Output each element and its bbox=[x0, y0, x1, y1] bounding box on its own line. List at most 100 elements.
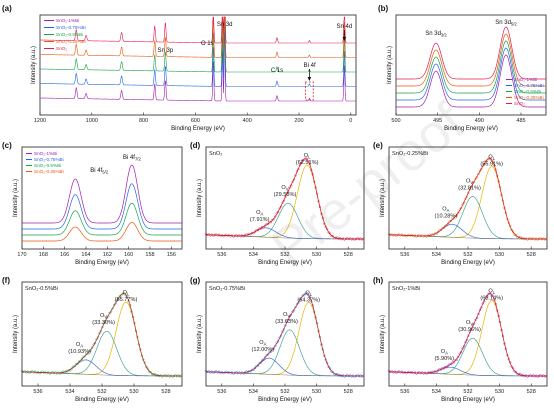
data-point bbox=[264, 356, 267, 359]
data-point bbox=[447, 222, 450, 225]
fit-envelope bbox=[21, 293, 182, 377]
data-point bbox=[467, 191, 470, 194]
data-point bbox=[294, 306, 297, 309]
data-point bbox=[447, 364, 450, 367]
data-point bbox=[301, 294, 304, 297]
series-line bbox=[39, 32, 356, 102]
x-tick-label: 495 bbox=[433, 118, 442, 124]
data-point bbox=[410, 371, 414, 374]
x-tick-label: 170 bbox=[17, 252, 26, 258]
component-percent: (10.28%) bbox=[435, 213, 458, 219]
x-tick-label: 800 bbox=[139, 118, 148, 124]
data-point bbox=[517, 373, 520, 376]
series-line bbox=[39, 17, 356, 87]
o1s-spectrum-chart: (e) 536 534 532 530 528 Binding Energy (eV) Int… bbox=[373, 141, 548, 266]
data-point bbox=[331, 371, 335, 374]
data-point bbox=[349, 237, 352, 240]
x-axis-label: Binding Energy (eV) bbox=[75, 397, 129, 403]
x-tick-label: 1000 bbox=[86, 118, 98, 124]
series-line bbox=[22, 164, 182, 224]
data-point bbox=[436, 230, 440, 234]
peak-label: Bi 4f bbox=[304, 63, 316, 69]
panel-c: (c) 170 168 166 164 162 160 158 156 Binding Energ… bbox=[0, 139, 188, 272]
survey-spectrum-chart: (a) 1200 1000 800 600 400 200 0 Binding Energy (… bbox=[2, 4, 357, 132]
x-tick-label: 536 bbox=[217, 252, 226, 258]
plot-frame bbox=[395, 14, 547, 116]
component-percent: (62.51%) bbox=[296, 160, 319, 166]
y-axis-label: Intensity (a.u.) bbox=[197, 315, 203, 353]
x-tick-label: 530 bbox=[312, 389, 321, 395]
component-percent: (7.91%) bbox=[250, 217, 270, 223]
data-point bbox=[274, 344, 277, 347]
panel-e: (e) 536 534 532 530 528 Binding Energy (eV) Int… bbox=[371, 139, 554, 272]
data-point bbox=[444, 224, 447, 227]
panel-label: (d) bbox=[190, 141, 201, 150]
legend-entry: SnO₂-1%Bi bbox=[514, 77, 537, 82]
data-point bbox=[467, 334, 470, 337]
x-tick-label: 536 bbox=[400, 389, 409, 395]
x-tick-label: 530 bbox=[495, 389, 504, 395]
panel-label: (e) bbox=[373, 141, 383, 150]
data-point bbox=[339, 237, 342, 240]
component-label: OL bbox=[305, 290, 312, 297]
sample-label: SnO₂ bbox=[209, 151, 222, 157]
component-label: OA bbox=[259, 340, 266, 347]
data-point bbox=[301, 159, 304, 162]
panel-label: (h) bbox=[373, 276, 384, 285]
peak-label: Sn 3d3/2 bbox=[425, 31, 447, 38]
data-point bbox=[477, 172, 480, 176]
series-line bbox=[396, 54, 546, 108]
component-percent: (5.90%) bbox=[435, 356, 455, 362]
x-tick-label: 534 bbox=[249, 389, 258, 395]
y-axis-label: Intensity (a.u.) bbox=[380, 315, 386, 353]
series-line bbox=[22, 183, 182, 230]
data-point bbox=[111, 307, 114, 310]
component-peak bbox=[388, 300, 547, 377]
component-label: OA bbox=[256, 210, 263, 217]
data-point bbox=[514, 370, 518, 374]
component-label: OV bbox=[281, 185, 288, 192]
component-label: OL bbox=[123, 290, 130, 297]
sample-label: SnO₂-0.25%Bi bbox=[392, 151, 428, 157]
panel-label: (f) bbox=[2, 276, 10, 285]
data-point bbox=[449, 219, 453, 223]
sample-label: SnO₂-0.5%Bi bbox=[25, 286, 58, 292]
x-tick-label: 0 bbox=[349, 118, 352, 124]
data-point bbox=[83, 355, 86, 358]
data-point bbox=[457, 355, 460, 358]
y-axis-label: Intensity (a.u.) bbox=[197, 179, 203, 217]
data-point bbox=[400, 370, 404, 373]
y-axis-label: Intensity (a.u.) bbox=[380, 179, 386, 217]
x-tick-label: 528 bbox=[344, 252, 353, 258]
o1s-spectrum-chart: (h) 536 534 532 530 528 Binding Energy (eV) Int… bbox=[373, 276, 548, 403]
legend-entry: SnO₂-0.75%Bi bbox=[56, 25, 86, 30]
data-point bbox=[23, 370, 27, 373]
data-point bbox=[227, 371, 231, 374]
data-point bbox=[487, 292, 490, 296]
x-axis-label: Binding Energy (eV) bbox=[75, 260, 129, 266]
series-line bbox=[39, 16, 356, 73]
data-point bbox=[390, 370, 393, 373]
data-point bbox=[253, 366, 257, 370]
x-tick-label: 532 bbox=[463, 252, 472, 258]
y-axis-label: Intensity (a.u.) bbox=[387, 46, 393, 84]
peak-label: Sn 3p bbox=[158, 48, 174, 54]
sample-label: SnO₂-0.75%Bi bbox=[209, 286, 245, 292]
data-point bbox=[54, 371, 57, 374]
panel-b: (b) 500 495 490 485 Binding Energy (eV) Intens… bbox=[376, 2, 554, 136]
data-point bbox=[167, 374, 170, 377]
data-point bbox=[532, 374, 535, 377]
component-percent: (32.81%) bbox=[458, 186, 481, 192]
component-percent: (10.93%) bbox=[68, 349, 91, 355]
peak-label: O 1s bbox=[201, 41, 214, 47]
fit-envelope bbox=[388, 158, 547, 240]
series-line bbox=[39, 16, 356, 58]
component-label: OV bbox=[100, 313, 107, 320]
sn3d-spectrum-chart: (b) 500 495 490 485 Binding Energy (eV) Intens… bbox=[378, 4, 547, 132]
series-line bbox=[39, 16, 356, 44]
x-axis-label: Binding Energy (eV) bbox=[444, 126, 498, 132]
data-point bbox=[124, 294, 127, 297]
component-percent: (30.96%) bbox=[458, 327, 481, 333]
data-point bbox=[410, 234, 414, 237]
data-point bbox=[149, 371, 152, 374]
